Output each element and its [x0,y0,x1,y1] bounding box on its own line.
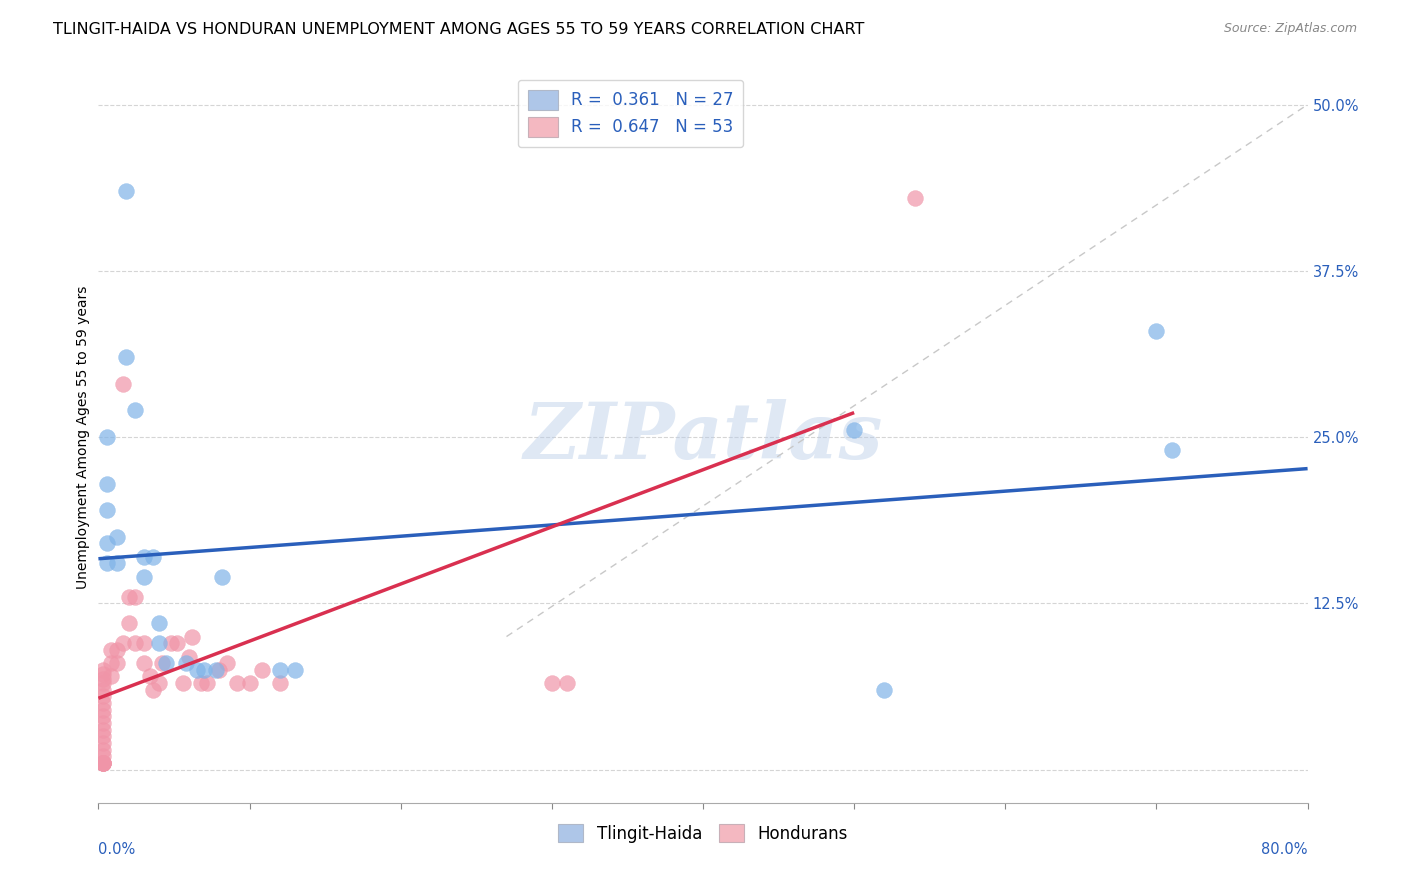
Point [250,663,273,677]
Point [91,723,114,737]
Point [284,663,307,677]
Point [91,749,114,764]
Point [132,549,155,564]
Point [148,616,170,631]
Point [155,656,177,670]
Point [105,656,128,670]
Point [150,656,173,670]
Point [195,676,218,690]
Point [211,570,233,584]
Point [142,549,165,564]
Point [160,636,183,650]
Point [91,736,114,750]
Point [105,643,128,657]
Point [132,656,155,670]
Point [124,403,146,417]
Point [193,663,215,677]
Point [179,649,201,664]
Point [91,756,114,770]
Point [186,663,208,677]
Point [269,663,291,677]
Point [873,682,896,697]
Point [118,616,141,631]
Point [114,351,136,365]
Point [91,690,114,704]
Point [91,666,114,681]
Point [1144,324,1167,338]
Point [555,676,578,690]
Text: Source: ZipAtlas.com: Source: ZipAtlas.com [1223,22,1357,36]
Point [91,742,114,756]
Point [166,636,188,650]
Point [844,424,866,438]
Point [96,536,118,550]
Point [91,756,114,770]
Point [100,669,122,683]
Text: 80.0%: 80.0% [1261,842,1308,856]
Point [91,703,114,717]
Text: 0.0%: 0.0% [98,842,135,856]
Point [239,676,262,690]
Point [105,530,128,544]
Point [208,663,231,677]
Text: TLINGIT-HAIDA VS HONDURAN UNEMPLOYMENT AMONG AGES 55 TO 59 YEARS CORRELATION CHA: TLINGIT-HAIDA VS HONDURAN UNEMPLOYMENT A… [53,22,865,37]
Point [215,656,238,670]
Point [91,709,114,723]
Point [91,672,114,686]
Point [118,590,141,604]
Point [91,716,114,731]
Point [142,682,165,697]
Point [205,663,228,677]
Point [540,676,562,690]
Point [148,636,170,650]
Point [1160,443,1182,458]
Point [91,729,114,743]
Point [132,636,155,650]
Point [96,476,118,491]
Point [91,696,114,710]
Point [100,643,122,657]
Point [904,191,927,205]
Point [132,570,155,584]
Point [100,656,122,670]
Point [181,630,204,644]
Point [172,676,194,690]
Point [226,676,249,690]
Point [124,590,146,604]
Point [91,676,114,690]
Point [91,756,114,770]
Y-axis label: Unemployment Among Ages 55 to 59 years: Unemployment Among Ages 55 to 59 years [76,285,90,589]
Point [148,676,170,690]
Point [174,656,197,670]
Point [139,669,162,683]
Point [96,430,118,444]
Point [91,682,114,697]
Point [114,184,136,198]
Point [96,503,118,517]
Point [91,756,114,770]
Point [124,636,146,650]
Point [111,636,134,650]
Point [269,676,291,690]
Point [190,676,212,690]
Point [111,376,134,391]
Legend: Tlingit-Haida, Hondurans: Tlingit-Haida, Hondurans [551,818,855,849]
Point [105,557,128,571]
Point [96,557,118,571]
Point [91,663,114,677]
Text: ZIPatlas: ZIPatlas [523,399,883,475]
Point [91,756,114,770]
